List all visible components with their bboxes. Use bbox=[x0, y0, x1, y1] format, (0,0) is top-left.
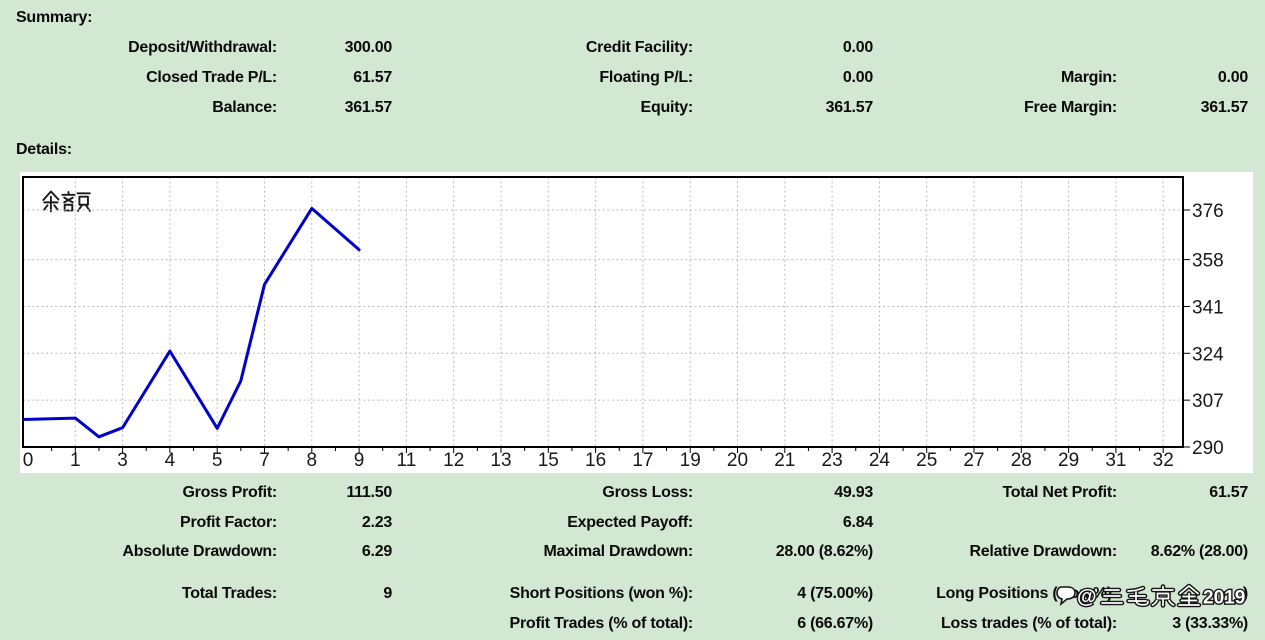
details-heading: Details: bbox=[16, 141, 72, 158]
stat-value: 6.29 bbox=[361, 543, 392, 560]
watermark-graphic: @ 2019 bbox=[1056, 582, 1247, 610]
stat-value: 9 bbox=[383, 585, 392, 602]
stat-value: 361.57 bbox=[825, 99, 874, 116]
stat-label: Expected Payoff: bbox=[567, 514, 693, 531]
trade-row: Profit Trades (% of total): 6 (66.67%) L… bbox=[0, 614, 1249, 634]
stat-label: Gross Profit: bbox=[182, 484, 277, 501]
svg-text:24: 24 bbox=[869, 450, 891, 471]
stat-value: 0.00 bbox=[1217, 69, 1248, 86]
svg-text:23: 23 bbox=[822, 450, 843, 471]
stat-label: Floating P/L: bbox=[599, 69, 693, 86]
stat-value: 6.84 bbox=[842, 514, 873, 531]
svg-text:1: 1 bbox=[70, 450, 81, 471]
stat-value: 361.57 bbox=[344, 99, 393, 116]
stat-value: 111.50 bbox=[346, 484, 392, 501]
stat-label: Loss trades (% of total): bbox=[941, 615, 1117, 632]
svg-text:28: 28 bbox=[1011, 450, 1032, 471]
stat-value bbox=[277, 614, 392, 634]
stat-value: 2.23 bbox=[361, 514, 392, 531]
svg-text:290: 290 bbox=[1192, 438, 1224, 459]
stat-row: Gross Profit: 111.50 Gross Loss: 49.93 T… bbox=[0, 483, 1248, 503]
svg-text:25: 25 bbox=[916, 450, 937, 471]
summary-row: Balance: 361.57 Equity: 361.57 Free Marg… bbox=[0, 98, 1248, 118]
svg-text:31: 31 bbox=[1105, 450, 1126, 471]
svg-text:5: 5 bbox=[212, 450, 223, 471]
svg-text:0: 0 bbox=[23, 450, 34, 471]
stat-value: ) bbox=[1242, 585, 1248, 602]
svg-text:13: 13 bbox=[490, 450, 511, 471]
stat-label: Profit Trades (% of total): bbox=[509, 615, 694, 632]
svg-text:15: 15 bbox=[538, 450, 559, 471]
stat-row: Absolute Drawdown: 6.29 Maximal Drawdown… bbox=[0, 542, 1248, 562]
stat-label: Deposit/Withdrawal: bbox=[128, 39, 277, 56]
svg-text:11: 11 bbox=[397, 450, 417, 471]
svg-text:4: 4 bbox=[165, 450, 176, 471]
stat-label: Maximal Drawdown: bbox=[543, 543, 693, 560]
svg-text:307: 307 bbox=[1192, 391, 1224, 412]
svg-text:27: 27 bbox=[963, 450, 984, 471]
summary-row: Deposit/Withdrawal: 300.00 Credit Facili… bbox=[0, 38, 1248, 58]
summary-heading: Summary: bbox=[16, 9, 93, 26]
stat-label bbox=[0, 614, 277, 634]
svg-text:324: 324 bbox=[1192, 344, 1224, 365]
svg-text:21: 21 bbox=[774, 450, 795, 471]
stat-row: Profit Factor: 2.23 Expected Payoff: 6.8… bbox=[0, 513, 1248, 533]
stat-value: 28.00 (8.62%) bbox=[775, 543, 874, 560]
stat-label: Relative Drawdown: bbox=[969, 543, 1117, 560]
svg-text:7: 7 bbox=[259, 450, 270, 471]
stat-label: Margin: bbox=[1060, 69, 1117, 86]
stat-value: 49.93 bbox=[834, 484, 873, 501]
summary-row: Closed Trade P/L: 61.57 Floating P/L: 0.… bbox=[0, 68, 1248, 88]
stat-label: Credit Facility: bbox=[585, 39, 693, 56]
watermark-year: 2019 bbox=[1203, 588, 1245, 609]
svg-text:16: 16 bbox=[585, 450, 606, 471]
balance-label-glyph bbox=[42, 190, 91, 213]
stat-label: Gross Loss: bbox=[602, 484, 693, 501]
stat-label: Short Positions (won %): bbox=[509, 585, 694, 602]
stat-value: 300.00 bbox=[344, 39, 393, 56]
stat-value: 8.62% (28.00) bbox=[1150, 543, 1249, 560]
svg-text:3: 3 bbox=[117, 450, 128, 471]
svg-text:358: 358 bbox=[1192, 251, 1224, 272]
stat-value: 4 (75.00%) bbox=[797, 585, 873, 602]
stat-value: 0.00 bbox=[842, 39, 873, 56]
stat-label: Total Net Profit: bbox=[1002, 484, 1117, 501]
svg-text:376: 376 bbox=[1192, 201, 1224, 222]
stat-value: 3 (33.33%) bbox=[1172, 615, 1248, 632]
svg-text:19: 19 bbox=[680, 450, 701, 471]
stat-value: 6 (66.67%) bbox=[797, 615, 873, 632]
svg-text:29: 29 bbox=[1058, 450, 1079, 471]
stat-value: 61.57 bbox=[353, 69, 392, 86]
balance-line bbox=[22, 206, 361, 439]
stat-label: Balance: bbox=[212, 99, 277, 116]
stat-label: Equity: bbox=[640, 99, 694, 116]
stat-label: Total Trades: bbox=[181, 585, 277, 602]
svg-text:32: 32 bbox=[1153, 450, 1174, 471]
stat-label: Closed Trade P/L: bbox=[146, 69, 277, 86]
chart-title: 余额 bbox=[20, 172, 21, 173]
stat-label bbox=[873, 38, 1117, 58]
stat-value bbox=[1117, 38, 1248, 58]
balance-plot: 0 1 3 4 5 7 8 9 11 12 13 15 16 17 19 20 21 23 24 25 27 28 29 31… bbox=[22, 176, 1224, 471]
watermark-text: @三毛京金2019 bbox=[1056, 582, 1057, 583]
balance-chart: 余额 0134578911121315161719202123242527282… bbox=[20, 172, 1253, 473]
stat-value bbox=[1117, 513, 1248, 533]
speech-bubble-icon bbox=[1056, 586, 1076, 607]
svg-text:9: 9 bbox=[354, 450, 365, 471]
svg-text:20: 20 bbox=[727, 450, 748, 471]
stat-label: Profit Factor: bbox=[180, 514, 277, 531]
watermark-at: @ bbox=[1077, 586, 1097, 608]
svg-text:341: 341 bbox=[1192, 297, 1224, 318]
svg-text:8: 8 bbox=[307, 450, 318, 471]
watermark: @三毛京金2019 @ 2019 bbox=[1056, 582, 1256, 612]
svg-text:17: 17 bbox=[632, 450, 653, 471]
stat-label: Free Margin: bbox=[1023, 99, 1117, 116]
stat-value: 0.00 bbox=[842, 69, 873, 86]
svg-text:12: 12 bbox=[443, 450, 464, 471]
stat-label: Absolute Drawdown: bbox=[122, 543, 277, 560]
stat-label bbox=[873, 513, 1117, 533]
stat-value: 61.57 bbox=[1209, 484, 1248, 501]
stat-value: 361.57 bbox=[1200, 99, 1249, 116]
